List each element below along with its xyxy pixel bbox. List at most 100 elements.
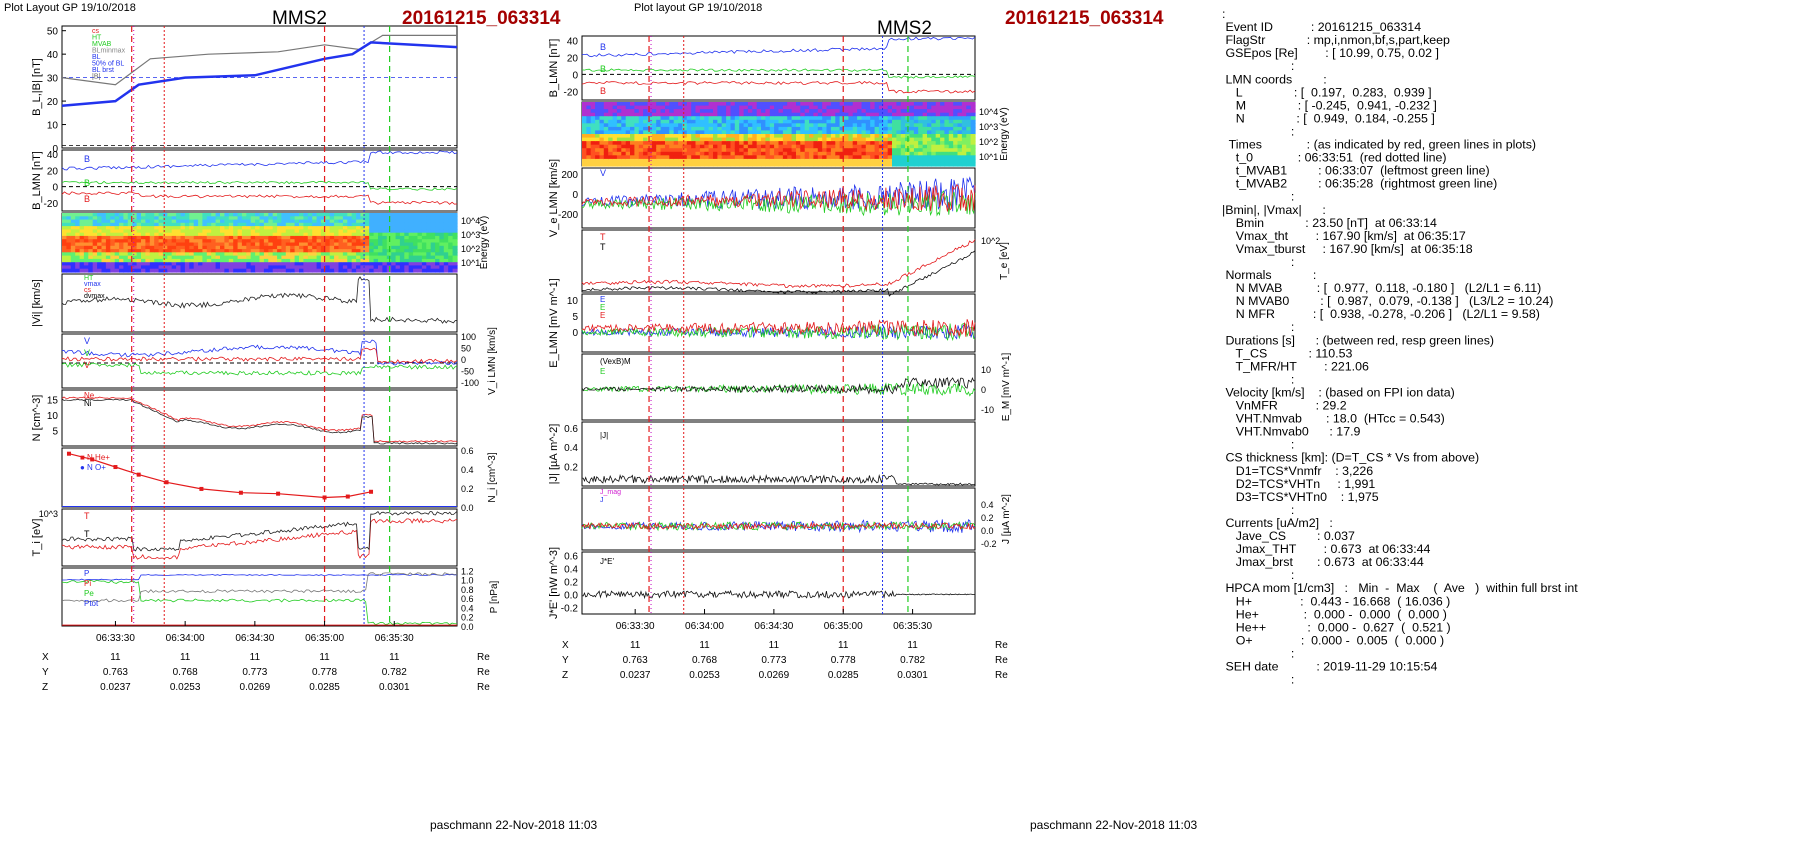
spectrogram-cell <box>141 226 146 230</box>
summary-line: Times : (as indicated by red, green line… <box>1222 138 1536 152</box>
spectrogram-cell <box>184 252 190 257</box>
spectrogram-cell <box>774 158 780 164</box>
spectrogram-cell <box>180 258 186 263</box>
spectrogram-cell <box>852 130 858 135</box>
spectrogram-cell <box>268 258 274 263</box>
legend-entry: V <box>84 360 90 370</box>
spectrogram-cell <box>630 123 635 128</box>
spectrogram-cell <box>132 216 138 221</box>
spectrogram-cell <box>643 102 649 107</box>
spectrogram-cell <box>158 265 164 270</box>
spectrogram-cell <box>316 235 322 240</box>
spectrogram-cell <box>713 130 718 135</box>
spectrogram-cell <box>800 134 806 139</box>
spectrogram-cell <box>215 268 221 273</box>
spectrogram-cell <box>369 245 375 250</box>
spectrogram-cell <box>830 130 836 135</box>
spectrogram-cell <box>612 141 618 146</box>
spectrogram-cell <box>599 158 605 164</box>
spectrogram-cell <box>848 148 854 153</box>
spectrogram-cell <box>220 219 225 224</box>
summary-line: Durations [s] : (between red, resp green… <box>1222 333 1494 347</box>
spectrogram-cell <box>804 162 810 167</box>
spectrogram-cell <box>717 126 723 132</box>
spectrogram-cell <box>62 252 67 257</box>
ephem-value: 11 <box>838 640 849 651</box>
spectrogram-cell <box>75 252 81 257</box>
spectrogram-cell <box>874 116 880 121</box>
spectrogram-cell <box>804 123 810 128</box>
spectrogram-cell <box>255 216 261 221</box>
spectrogram-cell <box>395 268 401 273</box>
spectrogram-cell <box>726 102 732 107</box>
spectrogram-cell <box>874 102 880 107</box>
spectrogram-cell <box>250 235 256 240</box>
spectrogram-cell <box>180 219 186 224</box>
spectrogram-cell <box>334 219 340 224</box>
y-tick-label: 10^3 <box>461 230 480 240</box>
spectrogram-cell <box>299 213 304 217</box>
spectrogram-cell <box>582 102 587 107</box>
spectrogram-cell <box>878 105 884 110</box>
spectrogram-cell <box>599 155 605 160</box>
spectrogram-cell <box>307 235 313 240</box>
spectrogram-cell <box>162 245 168 250</box>
spectrogram-cell <box>215 258 221 263</box>
spectrogram-cell <box>935 126 941 132</box>
spectrogram-cell <box>215 262 221 267</box>
spectrogram-cell <box>325 268 331 273</box>
spectrogram-cell <box>101 268 107 273</box>
spectrogram-cell <box>608 134 614 139</box>
spectrogram-cell <box>922 109 928 114</box>
spectrogram-cell <box>334 213 340 217</box>
ephem-row-label: X <box>42 652 49 663</box>
spectrogram-cell <box>852 105 858 110</box>
spectrogram-cell <box>391 219 397 224</box>
spectrogram-cell <box>896 109 902 114</box>
spectrogram-cell <box>408 213 414 217</box>
spectrogram-cell <box>682 130 688 135</box>
spectrogram-cell <box>241 265 247 270</box>
legend-entry: 50% of BL <box>92 61 124 68</box>
spectrogram-cell <box>110 232 116 237</box>
spectrogram-cell <box>70 249 76 253</box>
spectrogram-cell <box>708 130 714 135</box>
spectrogram-cell <box>590 155 596 160</box>
spectrogram-cell <box>599 144 605 149</box>
spectrogram-cell <box>426 265 432 270</box>
spectrogram-cell <box>62 235 67 240</box>
spectrogram-cell <box>809 109 815 114</box>
spectrogram-cell <box>665 148 670 153</box>
spectrogram-cell <box>848 137 854 142</box>
spectrogram-cell <box>66 245 72 250</box>
spectrogram-cell <box>590 151 596 156</box>
spectrogram-cell <box>616 109 622 114</box>
spectrogram-cell <box>180 229 186 234</box>
spectrogram-cell <box>132 252 138 257</box>
spectrogram-cell <box>852 126 858 132</box>
spectrogram-cell <box>721 130 727 135</box>
spectrogram-cell <box>809 112 815 117</box>
spectrogram-cell <box>699 102 705 107</box>
spectrogram-cell <box>665 134 670 139</box>
spectrogram-cell <box>237 268 243 273</box>
spectrogram-cell <box>708 155 714 160</box>
data-point <box>199 486 204 491</box>
spectrogram-cell <box>944 102 950 107</box>
spectrogram-cell <box>730 126 736 132</box>
spectrogram-cell <box>634 105 640 110</box>
spectrogram-cell <box>202 222 208 227</box>
spectrogram-cell <box>211 245 217 250</box>
spectrogram-cell <box>299 219 304 224</box>
spectrogram-cell <box>634 141 640 146</box>
spectrogram-cell <box>721 102 727 107</box>
spectrogram-cell <box>948 123 954 128</box>
spectrogram-cell <box>791 116 797 121</box>
spectrogram-cell <box>193 255 199 260</box>
spectrogram-cell <box>953 102 959 107</box>
spectrogram-cell <box>625 148 631 153</box>
spectrogram-cell <box>417 268 423 273</box>
spectrogram-cell <box>167 219 173 224</box>
spectrogram-cell <box>378 239 383 244</box>
spectrogram-cell <box>892 141 897 146</box>
